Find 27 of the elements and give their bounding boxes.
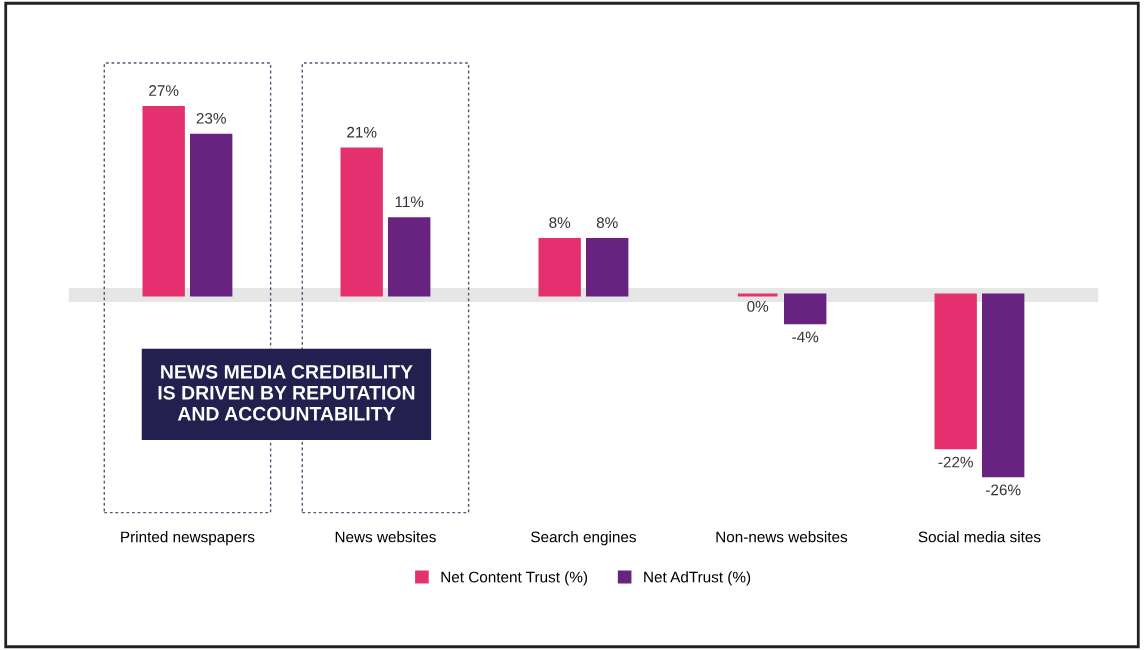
bar <box>982 293 1025 478</box>
annotation: NEWS MEDIA CREDIBILITY IS DRIVEN BY REPUTATION AND ACCOUNTABILITY <box>158 364 415 421</box>
data-label: 23% <box>196 112 226 124</box>
x-tick-label: Search engines <box>531 531 636 546</box>
x-tick-label: Non-news websites <box>716 531 848 543</box>
data-label: -22% <box>938 456 973 468</box>
data-label: 8% <box>596 217 618 229</box>
bar <box>784 293 827 325</box>
data-label: 8% <box>549 217 571 229</box>
legend-label: Net AdTrust (%) <box>644 571 751 586</box>
data-label: -4% <box>792 331 819 343</box>
data-label: 21% <box>347 126 377 138</box>
bar <box>142 105 185 297</box>
bar <box>190 133 233 297</box>
data-label: 0% <box>747 300 769 312</box>
data-label: 11% <box>395 196 424 208</box>
bar <box>388 217 431 297</box>
bar <box>934 293 977 450</box>
x-tick-label: Social media sites <box>918 531 1041 543</box>
bar <box>586 237 629 297</box>
bar <box>340 147 383 297</box>
x-tick-label: News websites <box>335 531 436 543</box>
x-tick-label: Printed newspapers <box>121 531 255 546</box>
data-label: -26% <box>986 484 1021 496</box>
data-label: 27% <box>149 85 179 96</box>
bar <box>538 237 581 297</box>
legend-label: Net Content Trust (%) <box>441 571 588 586</box>
